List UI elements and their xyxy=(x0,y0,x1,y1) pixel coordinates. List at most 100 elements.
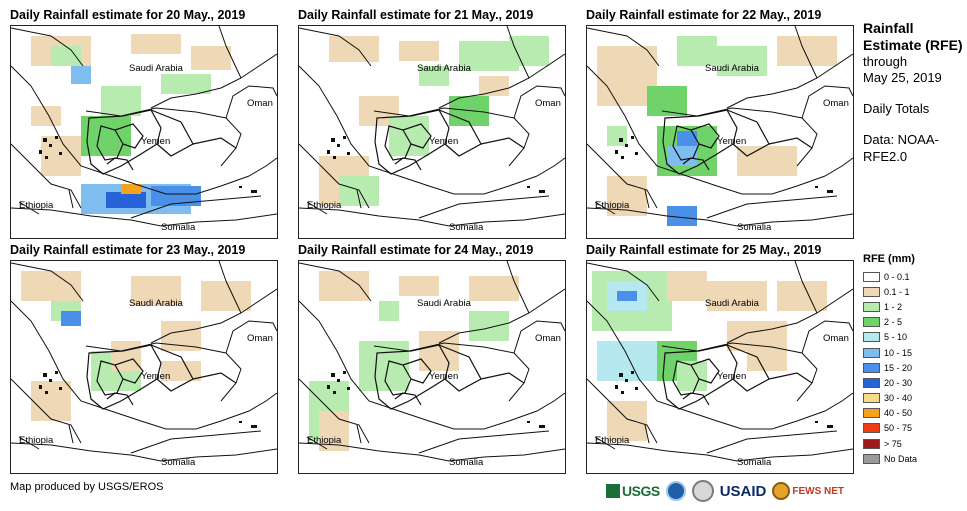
country-borders xyxy=(587,261,853,462)
rainfall-layer xyxy=(31,34,231,214)
legend-label: 20 - 30 xyxy=(884,377,913,388)
label-saudi-arabia: Saudi Arabia xyxy=(129,63,184,74)
map-frame: Saudi Arabia Oman Yemen Ethiopia Somalia xyxy=(586,260,854,474)
label-saudi-arabia: Saudi Arabia xyxy=(417,298,472,309)
rainfall-area xyxy=(379,301,399,321)
label-ethiopia: Ethiopia xyxy=(595,200,630,211)
rainfall-area xyxy=(469,311,509,341)
noaa-logo xyxy=(665,481,686,501)
label-somalia: Somalia xyxy=(161,222,196,233)
legend-label: 50 - 75 xyxy=(884,423,913,434)
rainfall-map: Saudi Arabia Oman Yemen Ethiopia Somalia xyxy=(11,261,277,468)
rainfall-area xyxy=(319,271,369,301)
yemen-governorates xyxy=(374,109,525,175)
label-ethiopia: Ethiopia xyxy=(307,435,342,446)
legend-items: 0 - 0.1 0.1 - 1 1 - 2 2 - 5 5 - 10 10 - 15 15 … xyxy=(863,269,963,466)
rainfall-area xyxy=(31,381,71,421)
legend-row: No Data xyxy=(863,451,963,466)
side-subtitle-line2: May 25, 2019 xyxy=(863,70,942,85)
rainfall-area xyxy=(106,192,146,208)
yemen-governorates xyxy=(662,344,813,410)
legend-swatch xyxy=(863,286,880,297)
legend-swatch xyxy=(863,332,880,343)
label-somalia: Somalia xyxy=(449,222,484,233)
legend-swatch xyxy=(863,438,880,449)
rainfall-area xyxy=(667,146,697,166)
rainfall-area xyxy=(359,341,409,391)
map-frame: Saudi Arabia Oman Yemen Ethiopia Somalia xyxy=(10,260,278,474)
islands xyxy=(615,371,833,428)
footer-credit: Map produced by USGS/EROS xyxy=(10,481,164,493)
rainfall-area xyxy=(71,66,91,84)
us-seal-logo xyxy=(691,480,714,502)
yemen-governorates xyxy=(86,109,237,175)
rainfall-area xyxy=(419,66,449,86)
panel-title: Daily Rainfall estimate for 25 May., 201… xyxy=(586,243,822,257)
rainfall-area xyxy=(131,276,181,306)
legend-row: 40 - 50 xyxy=(863,406,963,421)
legend-label: 10 - 15 xyxy=(884,347,913,358)
rainfall-map: Saudi Arabia Oman Yemen Ethiopia Somalia xyxy=(299,26,565,233)
rainfall-area xyxy=(717,46,767,76)
label-somalia: Somalia xyxy=(449,457,484,468)
label-oman: Oman xyxy=(535,98,561,109)
country-borders xyxy=(11,26,277,227)
rainfall-area xyxy=(101,86,141,116)
legend-label: 1 - 2 xyxy=(884,301,903,312)
fews-net-logo: FEWS NET xyxy=(772,482,844,500)
map-panel-4: Daily Rainfall estimate for 23 May., 201… xyxy=(10,240,278,474)
label-saudi-arabia: Saudi Arabia xyxy=(129,298,184,309)
map-panel-2: Daily Rainfall estimate for 21 May., 201… xyxy=(298,5,566,239)
islands xyxy=(327,371,545,428)
map-frame: Saudi Arabia Oman Yemen Ethiopia Somalia xyxy=(298,260,566,474)
totals-label: Daily Totals xyxy=(863,101,930,116)
legend-label: > 75 xyxy=(884,438,902,449)
rainfall-area xyxy=(21,271,81,301)
rainfall-layer xyxy=(21,271,251,421)
rainfall-area xyxy=(201,281,251,311)
rainfall-area xyxy=(707,281,767,311)
rainfall-area xyxy=(777,36,837,66)
side-title: Rainfall Estimate (RFE) xyxy=(863,20,963,53)
label-somalia: Somalia xyxy=(737,222,772,233)
rainfall-area xyxy=(667,271,707,301)
rainfall-area xyxy=(61,311,81,326)
islands xyxy=(327,136,545,193)
rainfall-area xyxy=(121,184,141,194)
label-yemen: Yemen xyxy=(717,371,746,382)
label-yemen: Yemen xyxy=(141,371,170,382)
panel-title: Daily Rainfall estimate for 22 May., 201… xyxy=(586,8,822,22)
label-ethiopia: Ethiopia xyxy=(595,435,630,446)
legend-row: 50 - 75 xyxy=(863,421,963,436)
rainfall-area xyxy=(399,276,439,296)
islands xyxy=(615,136,833,193)
label-oman: Oman xyxy=(823,333,849,344)
label-oman: Oman xyxy=(247,333,273,344)
rainfall-area xyxy=(747,351,787,371)
legend-row: 30 - 40 xyxy=(863,391,963,406)
side-panel: Rainfall Estimate (RFE) through May 25, … xyxy=(863,20,967,165)
rainfall-area xyxy=(737,146,797,176)
label-yemen: Yemen xyxy=(429,136,458,147)
rainfall-area xyxy=(469,276,519,301)
legend-swatch xyxy=(863,393,880,404)
legend-swatch xyxy=(863,377,880,388)
label-oman: Oman xyxy=(247,98,273,109)
legend-swatch xyxy=(863,362,880,373)
legend-swatch xyxy=(863,301,880,312)
yemen-governorates xyxy=(662,109,813,175)
legend-label: 15 - 20 xyxy=(884,362,913,373)
legend-row: 0 - 0.1 xyxy=(863,269,963,284)
islands xyxy=(39,371,257,428)
rainfall-area xyxy=(191,46,231,70)
rainfall-map: Saudi Arabia Oman Yemen Ethiopia Somalia xyxy=(299,261,565,468)
label-yemen: Yemen xyxy=(717,136,746,147)
legend: RFE (mm) 0 - 0.1 0.1 - 1 1 - 2 2 - 5 5 - 10 1… xyxy=(863,252,963,466)
data-source: Data: NOAA-RFE2.0 xyxy=(863,132,939,164)
legend-row: > 75 xyxy=(863,436,963,451)
rainfall-area xyxy=(597,341,657,381)
legend-label: 30 - 40 xyxy=(884,393,913,404)
rainfall-area xyxy=(399,41,439,61)
rainfall-area xyxy=(151,186,201,206)
usaid-logo: USAID xyxy=(719,482,767,500)
